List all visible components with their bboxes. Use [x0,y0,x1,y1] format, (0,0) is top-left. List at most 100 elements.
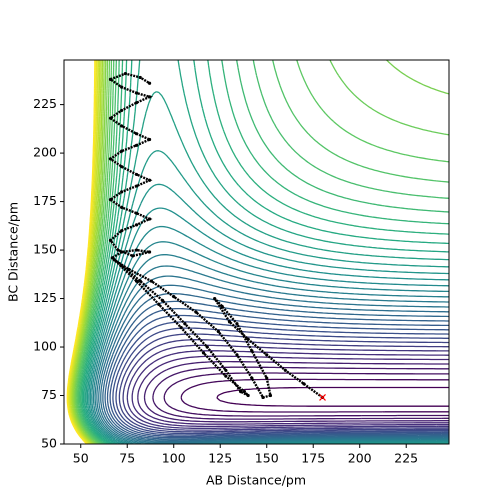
contour-line [94,254,449,444]
contour-line [85,91,449,444]
x-axis-label: AB Distance/pm [206,473,306,488]
trajectory-point [239,390,243,394]
x-tick-label: 75 [119,451,135,466]
trajectory-point [224,368,228,372]
contour-line [143,360,449,423]
trajectory-point [172,295,176,299]
trajectory-point [108,198,113,202]
trajectory-point [250,349,254,353]
trajectory-point [160,298,165,303]
trajectory-point [120,165,124,169]
trajectory-point [157,302,161,306]
trajectory-point [235,353,239,357]
contour-line [100,284,449,443]
contour-line [86,150,449,444]
contour-line [152,366,449,420]
trajectory-point [213,296,217,301]
contour-line [96,265,449,444]
start-marker [319,394,326,401]
contour-line [81,60,449,444]
contour-line [98,275,449,444]
y-tick-label: 225 [33,96,57,111]
trajectory-point [268,393,273,398]
contour-line [104,300,449,440]
trajectory-point [134,172,139,177]
x-tick-label: 125 [208,451,232,466]
trajectory-point [216,329,220,334]
trajectory-point [120,190,124,194]
trajectory-point [134,143,139,147]
contour-line [131,350,449,428]
trajectory-point [120,250,124,254]
contour-line [67,60,97,444]
trajectory-point [134,132,139,136]
trajectory-point [147,178,152,182]
trajectory-point [220,304,224,308]
trajectory-point [265,376,269,380]
trajectory-point [183,322,187,326]
trajectory-point [246,337,250,341]
contour-line [137,355,449,425]
trajectory-point [127,267,131,272]
trajectory-point [227,320,232,324]
y-tick-label: 200 [33,145,57,160]
contour-line [102,292,449,441]
y-tick-label: 100 [33,339,57,354]
trajectory-point [134,279,139,283]
contour-line [88,183,449,444]
trajectory-point [179,326,183,330]
contour-line [75,60,449,444]
x-tick-label: 50 [73,451,89,466]
x-tick-label: 150 [255,451,279,466]
trajectory-point [302,382,306,386]
trajectory-point [123,71,127,76]
contour-line [163,372,449,417]
trajectory-point [242,390,247,394]
trajectory-point [120,85,124,89]
trajectory-point [147,95,152,99]
contour-line [78,60,449,444]
trajectory-point [108,238,113,242]
plot-frame [63,59,450,445]
y-tick-label: 75 [41,387,57,402]
trajectory-point [147,137,152,142]
contour-line [122,339,449,431]
contour-line [84,60,449,444]
contour-line [69,60,101,444]
trajectory-point [235,322,239,326]
trajectory-point [201,351,206,355]
trajectory-point [120,205,124,209]
trajectory-point [246,393,250,398]
trajectory-point [108,77,113,81]
trajectory-point [261,395,265,400]
trajectory-point [265,353,269,357]
y-tick-label: 175 [33,193,57,208]
trajectory-point [224,374,228,378]
contour-layer [66,60,449,444]
contour-line [77,60,449,444]
contour-line [76,60,449,444]
y-axis-label: BC Distance/pm [6,202,21,302]
trajectory-point [250,376,254,380]
contour-line [180,378,449,413]
trajectory-point [134,91,139,95]
trajectory-point [108,116,113,120]
y-tick-label: 125 [33,290,57,305]
x-tick-label: 175 [301,451,325,466]
trajectory-point [194,310,198,314]
x-tick-label: 200 [348,451,372,466]
contour-line [70,60,102,444]
trajectory-point [134,223,139,227]
trajectory-point [110,256,114,260]
contour-line [68,60,98,444]
contour-line [80,60,449,444]
contour-line [89,207,449,444]
trajectory-point [205,345,209,349]
trajectory-point [134,184,139,188]
trajectory-point [120,124,124,128]
trajectory-point [120,108,124,113]
contour-line [82,60,449,444]
trajectory-point [120,263,124,268]
y-tick-label: 150 [33,242,57,257]
trajectory-point [134,101,139,105]
